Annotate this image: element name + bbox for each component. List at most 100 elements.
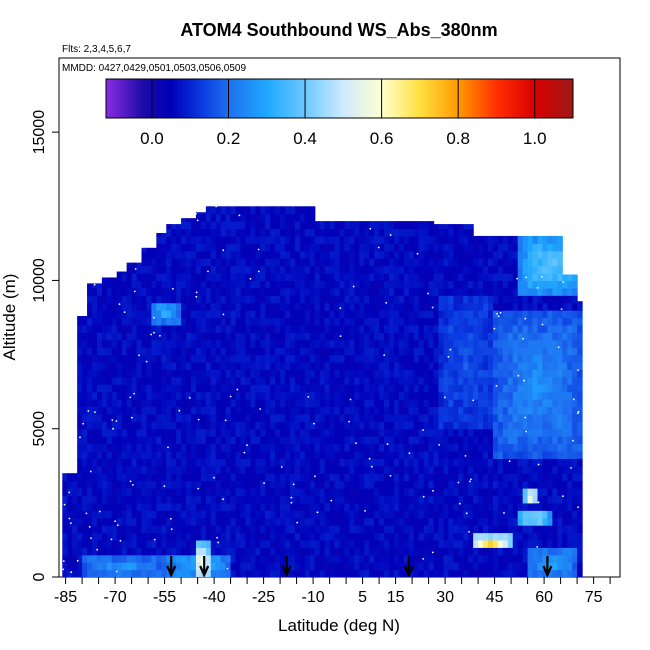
heatmap-cell: [408, 295, 415, 304]
heatmap-cell: [453, 413, 459, 422]
heatmap-cell: [225, 399, 232, 408]
heatmap-cell: [389, 302, 395, 311]
heatmap-cell: [364, 473, 370, 482]
heatmap-cell: [191, 273, 197, 282]
heatmap-cell: [299, 258, 306, 267]
heatmap-cell: [210, 302, 217, 311]
heatmap-cell: [121, 562, 128, 571]
heatmap-cell: [359, 310, 365, 319]
heatmap-cell: [542, 317, 548, 326]
heatmap-cell: [195, 517, 202, 526]
heatmap-cell: [468, 554, 474, 563]
heatmap-cell: [235, 458, 242, 467]
heatmap-cell: [176, 317, 182, 326]
heatmap-cell: [527, 458, 534, 467]
heatmap-cell: [245, 480, 251, 489]
heatmap-cell: [141, 332, 148, 341]
heatmap-cell: [186, 562, 192, 571]
heatmap-cell: [225, 361, 232, 370]
heatmap-cell: [210, 443, 217, 452]
heatmap-cell: [270, 465, 276, 474]
heatmap-cell: [299, 339, 306, 348]
sample-point: [499, 311, 502, 314]
heatmap-cell: [82, 436, 88, 445]
heatmap-cell: [225, 228, 232, 237]
heatmap-cell: [537, 569, 544, 577]
heatmap-cell: [181, 569, 187, 577]
heatmap-cell: [527, 310, 534, 319]
heatmap-cell: [181, 221, 187, 230]
heatmap-cell: [126, 495, 133, 504]
heatmap-cell: [349, 547, 355, 556]
heatmap-cell: [364, 243, 370, 252]
heatmap-cell: [547, 406, 553, 415]
heatmap-cell: [408, 517, 415, 526]
heatmap-cell: [250, 502, 256, 511]
heatmap-cell: [344, 554, 350, 563]
heatmap-cell: [507, 480, 514, 489]
heatmap-cell: [161, 232, 167, 237]
heatmap-cell: [567, 347, 573, 356]
heatmap-cell: [463, 569, 469, 577]
heatmap-cell: [393, 332, 400, 341]
heatmap-cell: [304, 280, 311, 289]
heatmap-cell: [537, 428, 544, 437]
sample-point: [348, 420, 350, 423]
heatmap-cell: [438, 413, 445, 422]
heatmap-cell: [443, 295, 449, 304]
heatmap-cell: [200, 361, 207, 370]
heatmap-cell: [294, 228, 301, 237]
heatmap-cell: [77, 547, 83, 556]
heatmap-cell: [458, 243, 464, 252]
heatmap-cell: [463, 317, 469, 326]
sample-point: [560, 308, 563, 310]
heatmap-cell: [255, 295, 261, 304]
heatmap-cell: [151, 406, 157, 415]
heatmap-cell: [181, 554, 187, 563]
heatmap-cell: [131, 554, 138, 563]
heatmap-cell: [235, 280, 242, 289]
heatmap-cell: [265, 310, 271, 319]
heatmap-cell: [329, 324, 336, 333]
heatmap-cell: [428, 443, 435, 452]
heatmap-cell: [423, 302, 430, 311]
heatmap-cell: [116, 399, 123, 408]
heatmap-cell: [235, 354, 242, 363]
heatmap-cell: [329, 273, 336, 282]
heatmap-cell: [294, 569, 301, 577]
heatmap-cell: [497, 399, 504, 408]
heatmap-cell: [87, 324, 93, 333]
heatmap-cell: [413, 517, 420, 526]
heatmap-cell: [96, 354, 103, 363]
heatmap-cell: [260, 235, 266, 244]
heatmap-cell: [532, 473, 539, 482]
heatmap-cell: [557, 562, 563, 571]
heatmap-cell: [349, 554, 355, 563]
heatmap-cell: [398, 569, 405, 577]
heatmap-cell: [463, 547, 469, 556]
heatmap-cell: [334, 391, 341, 400]
heatmap-cell: [96, 302, 103, 311]
heatmap-cell: [77, 495, 83, 504]
heatmap-cell: [418, 361, 425, 370]
heatmap-cell: [265, 406, 271, 415]
heatmap-cell: [186, 361, 192, 370]
heatmap-cell: [290, 502, 296, 511]
heatmap-cell: [542, 332, 548, 341]
heatmap-cell: [458, 480, 464, 489]
heatmap-cell: [319, 502, 326, 511]
heatmap-cell: [507, 562, 514, 571]
heatmap-cell: [522, 517, 529, 526]
heatmap-cell: [393, 406, 400, 415]
heatmap-cell: [126, 332, 133, 341]
heatmap-cell: [210, 332, 217, 341]
heatmap-cell: [294, 376, 301, 385]
heatmap-cell: [161, 488, 167, 497]
heatmap-cell: [82, 510, 88, 519]
heatmap-cell: [230, 339, 237, 348]
heatmap-cell: [304, 376, 311, 385]
heatmap-cell: [195, 443, 202, 452]
heatmap-cell: [166, 384, 172, 393]
heatmap-cell: [290, 361, 296, 370]
heatmap-cell: [92, 287, 98, 296]
